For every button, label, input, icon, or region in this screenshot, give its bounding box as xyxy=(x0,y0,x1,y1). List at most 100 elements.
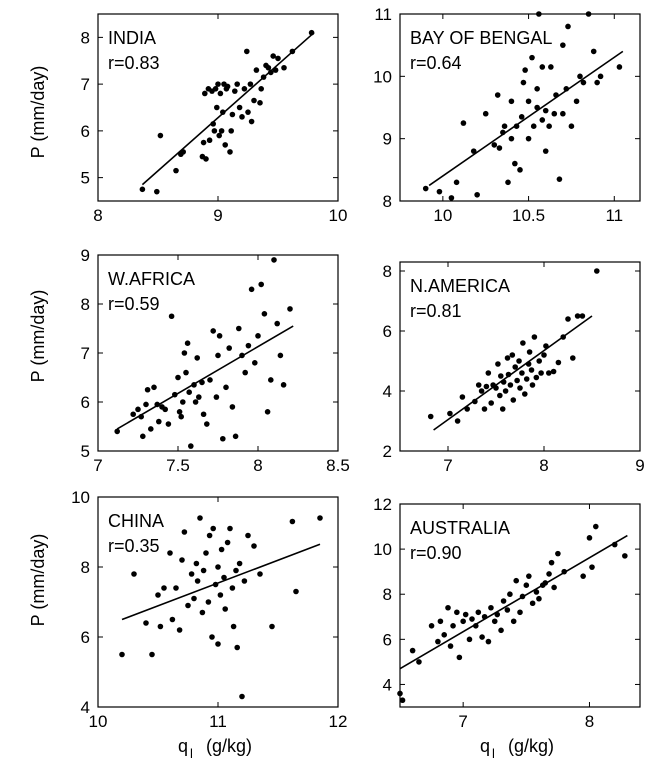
x-tick-label: 9 xyxy=(213,206,222,225)
data-point xyxy=(485,370,492,376)
data-point xyxy=(191,382,197,388)
region-label: BAY OF BENGAL xyxy=(410,28,552,48)
data-point xyxy=(542,148,549,154)
data-point xyxy=(560,42,566,48)
x-tick-label: 8 xyxy=(585,712,594,731)
panel-australia: 7 8 4 6 8 10 12 AUSTRALIA r=0.90 xyxy=(373,495,641,731)
data-point xyxy=(485,638,492,645)
y-tick-label: 12 xyxy=(373,495,392,514)
y-tick-label: 8 xyxy=(81,558,90,577)
data-point xyxy=(504,607,511,613)
x-axis-label-main: q xyxy=(178,736,188,756)
data-point xyxy=(114,428,120,435)
data-point xyxy=(275,55,281,62)
data-point xyxy=(218,128,225,134)
data-point xyxy=(281,64,287,71)
data-point xyxy=(529,382,536,388)
regression-line xyxy=(121,543,321,621)
data-point xyxy=(257,100,263,106)
data-point xyxy=(135,406,141,413)
data-point xyxy=(268,377,274,383)
panel-india: 8 9 10 5 6 7 8 INDIA r=0.83 xyxy=(81,13,347,225)
data-point xyxy=(534,86,540,92)
data-point xyxy=(622,553,628,559)
data-point xyxy=(258,86,265,92)
data-point xyxy=(173,167,179,174)
data-point xyxy=(156,418,162,425)
x-axis-label-left: q l (g/kg) xyxy=(178,736,252,761)
panel-bay-of-bengal: 10 10.5 11 8 9 10 11 BAY OF BENGAL r=0.64 xyxy=(373,5,641,225)
y-tick-label: 8 xyxy=(81,295,90,314)
data-point xyxy=(245,532,251,539)
data-point xyxy=(529,600,536,607)
data-point xyxy=(534,104,540,111)
data-point xyxy=(505,179,511,186)
y-tick-label: 10 xyxy=(71,488,90,507)
data-point xyxy=(131,571,137,577)
plot-frame xyxy=(399,261,641,452)
y-tick-label: 10 xyxy=(373,67,392,86)
data-point xyxy=(533,374,540,381)
data-point xyxy=(154,188,160,195)
data-point xyxy=(507,382,514,388)
data-point xyxy=(239,114,245,120)
y-tick-label: 6 xyxy=(81,628,90,647)
data-point xyxy=(505,371,512,378)
correlation-label: r=0.83 xyxy=(108,53,160,73)
data-point xyxy=(546,123,552,129)
x-tick-label: 11 xyxy=(605,206,623,225)
data-point xyxy=(531,334,538,340)
data-point xyxy=(180,149,186,155)
data-point xyxy=(507,591,513,598)
data-point xyxy=(209,634,215,640)
data-point xyxy=(239,352,245,359)
data-point xyxy=(165,421,172,427)
correlation-label: r=0.35 xyxy=(108,536,160,556)
data-point xyxy=(192,399,199,405)
data-point xyxy=(199,379,205,386)
data-point xyxy=(157,623,164,630)
data-point xyxy=(264,409,271,415)
data-point xyxy=(200,567,207,574)
data-point xyxy=(144,386,151,393)
x-tick-label: 7 xyxy=(93,456,102,475)
y-axis-label-row1: P (mm/day) xyxy=(28,66,48,159)
data-point xyxy=(510,397,517,403)
data-point xyxy=(224,539,231,546)
data-point xyxy=(496,145,503,151)
data-point xyxy=(258,281,265,288)
data-point xyxy=(594,79,600,86)
data-point xyxy=(497,392,503,399)
data-point xyxy=(130,411,136,418)
data-point xyxy=(563,86,570,92)
data-point xyxy=(200,411,207,418)
data-point xyxy=(193,560,200,567)
x-tick-label: 10 xyxy=(89,712,108,731)
data-point xyxy=(500,129,506,136)
data-point xyxy=(251,543,257,549)
data-point xyxy=(217,592,224,598)
data-point xyxy=(445,604,451,611)
data-point xyxy=(491,142,498,148)
data-point xyxy=(436,188,443,195)
data-point xyxy=(176,627,183,633)
data-point xyxy=(481,613,488,620)
data-point xyxy=(510,618,517,625)
data-point xyxy=(560,110,566,117)
data-point xyxy=(483,383,490,390)
y-tick-label: 2 xyxy=(383,442,392,461)
data-point xyxy=(399,697,406,704)
data-point xyxy=(236,104,243,111)
y-tick-label: 4 xyxy=(383,382,392,401)
data-point xyxy=(289,48,296,55)
data-point xyxy=(317,515,323,521)
data-point xyxy=(517,167,523,173)
data-point xyxy=(203,156,209,162)
y-tick-label: 5 xyxy=(81,169,90,188)
data-point xyxy=(196,394,202,400)
data-point xyxy=(173,585,179,591)
data-point xyxy=(216,132,222,139)
data-point xyxy=(188,443,194,449)
data-point xyxy=(272,67,279,73)
y-tick-label: 8 xyxy=(383,192,392,211)
